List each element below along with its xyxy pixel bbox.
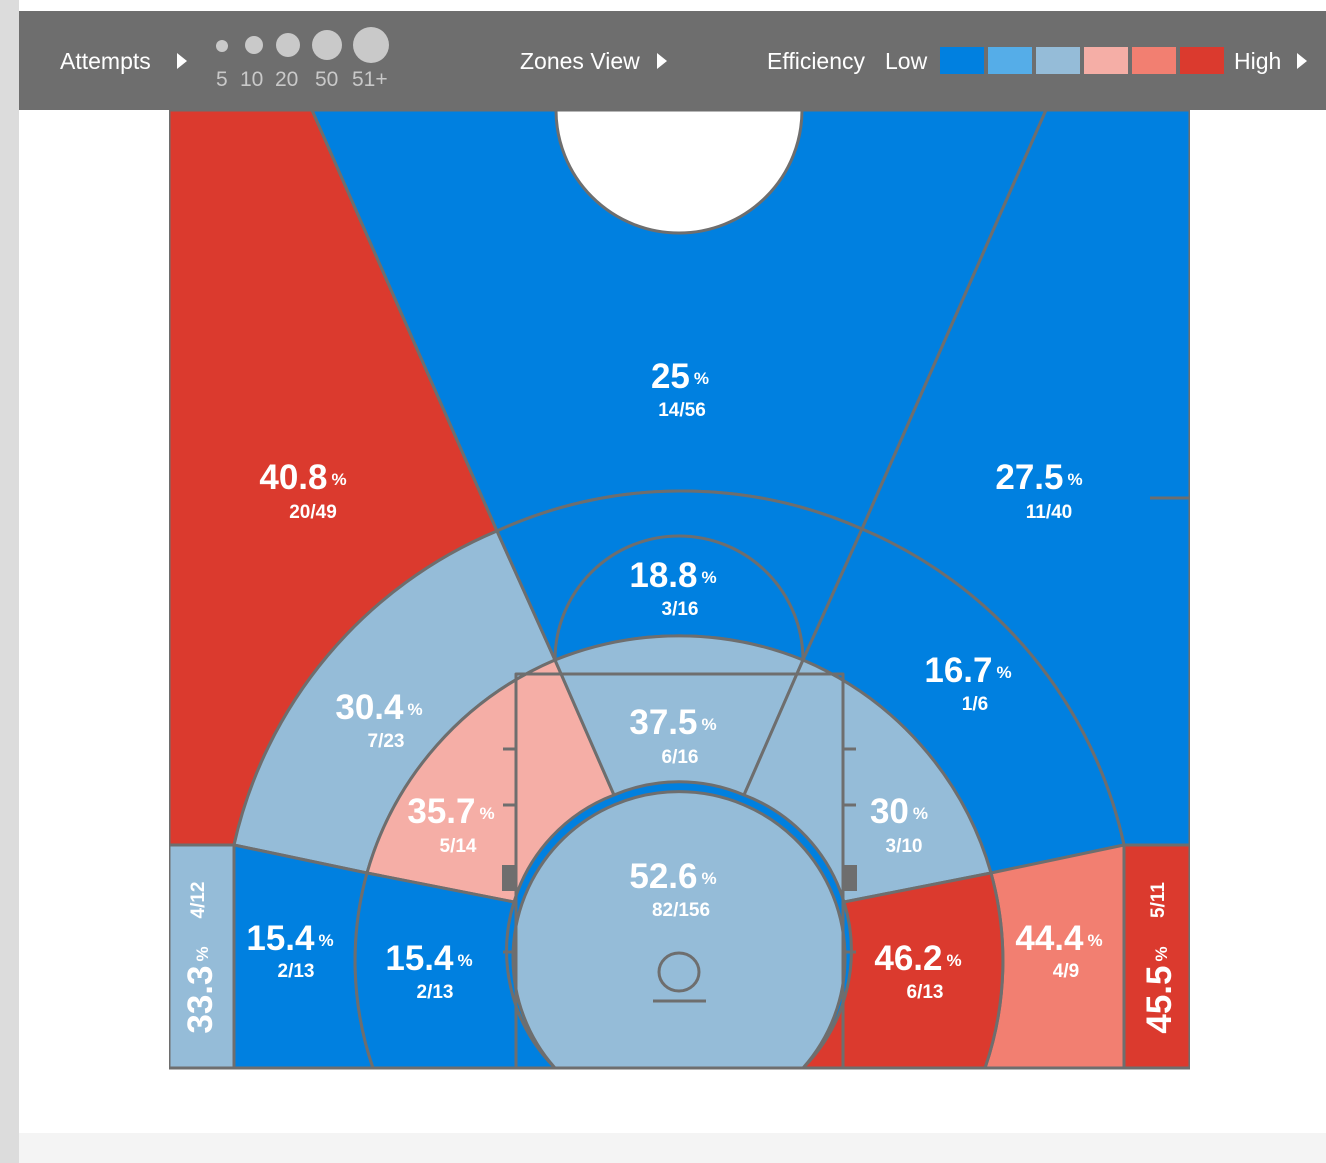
efficiency-label: Efficiency xyxy=(767,48,866,74)
attempt-size-label: 20 xyxy=(275,68,299,91)
zone-right-baseline-mid-pct: 44.4% xyxy=(1015,919,1102,958)
zone-left-corner-three-pct: 33.3% xyxy=(181,946,220,1033)
zone-restricted-area-pct: 52.6% xyxy=(629,857,716,896)
efficiency-swatch-5 xyxy=(1132,47,1176,74)
zone-left-corner-three[interactable] xyxy=(169,843,236,1068)
zone-right-wing-mid-pct: 16.7% xyxy=(924,651,1011,690)
zone-right-baseline-mid-frac: 4/9 xyxy=(1053,961,1079,982)
zone-top-three-pct: 25% xyxy=(651,357,709,396)
attempt-size-label: 10 xyxy=(240,68,264,91)
free-throw-circle-line xyxy=(553,534,805,661)
attempt-size-label: 50 xyxy=(315,68,339,91)
zone-right-corner-three-pct: 45.5% xyxy=(1140,946,1179,1033)
basket-rim-icon xyxy=(657,951,701,993)
attempt-size-20-dot-icon xyxy=(276,33,300,57)
zone-right-corner-three-frac: 5/11 xyxy=(1148,882,1169,918)
attempt-size-label: 51+ xyxy=(352,68,388,91)
lane-block-left xyxy=(502,865,516,891)
efficiency-swatch-1 xyxy=(940,47,984,74)
center-court-circle xyxy=(554,110,804,235)
zone-top-key-mid-frac: 3/16 xyxy=(662,599,699,620)
efficiency-high-label: High xyxy=(1234,48,1282,74)
efficiency-low-label: Low xyxy=(885,48,928,74)
zones-view-label[interactable]: Zones View xyxy=(520,48,640,74)
zone-right-short-baseline-frac: 6/13 xyxy=(907,982,944,1003)
zone-left-wing-mid-frac: 7/23 xyxy=(368,731,405,752)
efficiency-swatch-2 xyxy=(988,47,1032,74)
top-strip xyxy=(19,0,1326,11)
zone-right-wing-mid-frac: 1/6 xyxy=(962,694,988,715)
zone-left-corner-three-frac: 4/12 xyxy=(188,882,209,919)
zone-center-paint-upper-pct: 37.5% xyxy=(629,703,716,742)
zone-left-wing-three-pct: 40.8% xyxy=(259,458,346,497)
zone-center-paint-upper-frac: 6/16 xyxy=(662,747,699,768)
shot-chart-toolbar: Attempts 5 10 20 50 51+ Zones View Effic… xyxy=(19,11,1326,110)
zone-left-elbow-frac: 5/14 xyxy=(440,836,477,857)
bottom-strip xyxy=(19,1133,1326,1163)
attempts-toggle-arrow-icon[interactable] xyxy=(177,53,187,69)
zone-left-wing-three-frac: 20/49 xyxy=(289,502,337,523)
zone-restricted-area[interactable] xyxy=(511,790,847,1068)
efficiency-swatch-4 xyxy=(1084,47,1128,74)
zone-left-short-baseline-frac: 2/13 xyxy=(417,982,454,1003)
zone-left-elbow[interactable] xyxy=(365,658,616,904)
zone-left-baseline-mid-pct: 15.4% xyxy=(246,919,333,958)
zone-right-short-baseline-pct: 46.2% xyxy=(874,939,961,978)
zone-left-short-baseline-pct: 15.4% xyxy=(385,939,472,978)
lane-block-right xyxy=(843,865,857,891)
zone-left-baseline-mid-frac: 2/13 xyxy=(278,961,315,982)
attempt-size-10-dot-icon xyxy=(245,36,263,54)
attempt-size-51plus-dot-icon xyxy=(353,27,389,63)
zone-right-elbow[interactable] xyxy=(742,658,993,904)
zone-right-elbow-pct: 30% xyxy=(870,792,928,831)
efficiency-swatch-3 xyxy=(1036,47,1080,74)
attempt-size-5-dot-icon xyxy=(216,40,228,52)
left-rail xyxy=(0,0,19,1163)
zone-top-key-mid-pct: 18.8% xyxy=(629,556,716,595)
attempts-label: Attempts xyxy=(60,48,151,74)
lane-hash-marks xyxy=(503,747,856,954)
zone-restricted-area-frac: 82/156 xyxy=(652,900,710,921)
attempt-size-50-dot-icon xyxy=(312,30,342,60)
zone-right-wing-three-frac: 11/40 xyxy=(1026,502,1073,523)
zone-right-elbow-frac: 3/10 xyxy=(886,836,923,857)
zones-view-arrow-icon[interactable] xyxy=(657,53,667,69)
attempt-size-label: 5 xyxy=(216,68,228,91)
efficiency-swatch-6 xyxy=(1180,47,1224,74)
zone-right-wing-three-pct: 27.5% xyxy=(995,458,1082,497)
zone-left-elbow-pct: 35.7% xyxy=(407,792,494,831)
zone-left-wing-mid-pct: 30.4% xyxy=(335,688,422,727)
zone-top-three-frac: 14/56 xyxy=(658,400,706,421)
efficiency-arrow-icon[interactable] xyxy=(1297,53,1307,69)
